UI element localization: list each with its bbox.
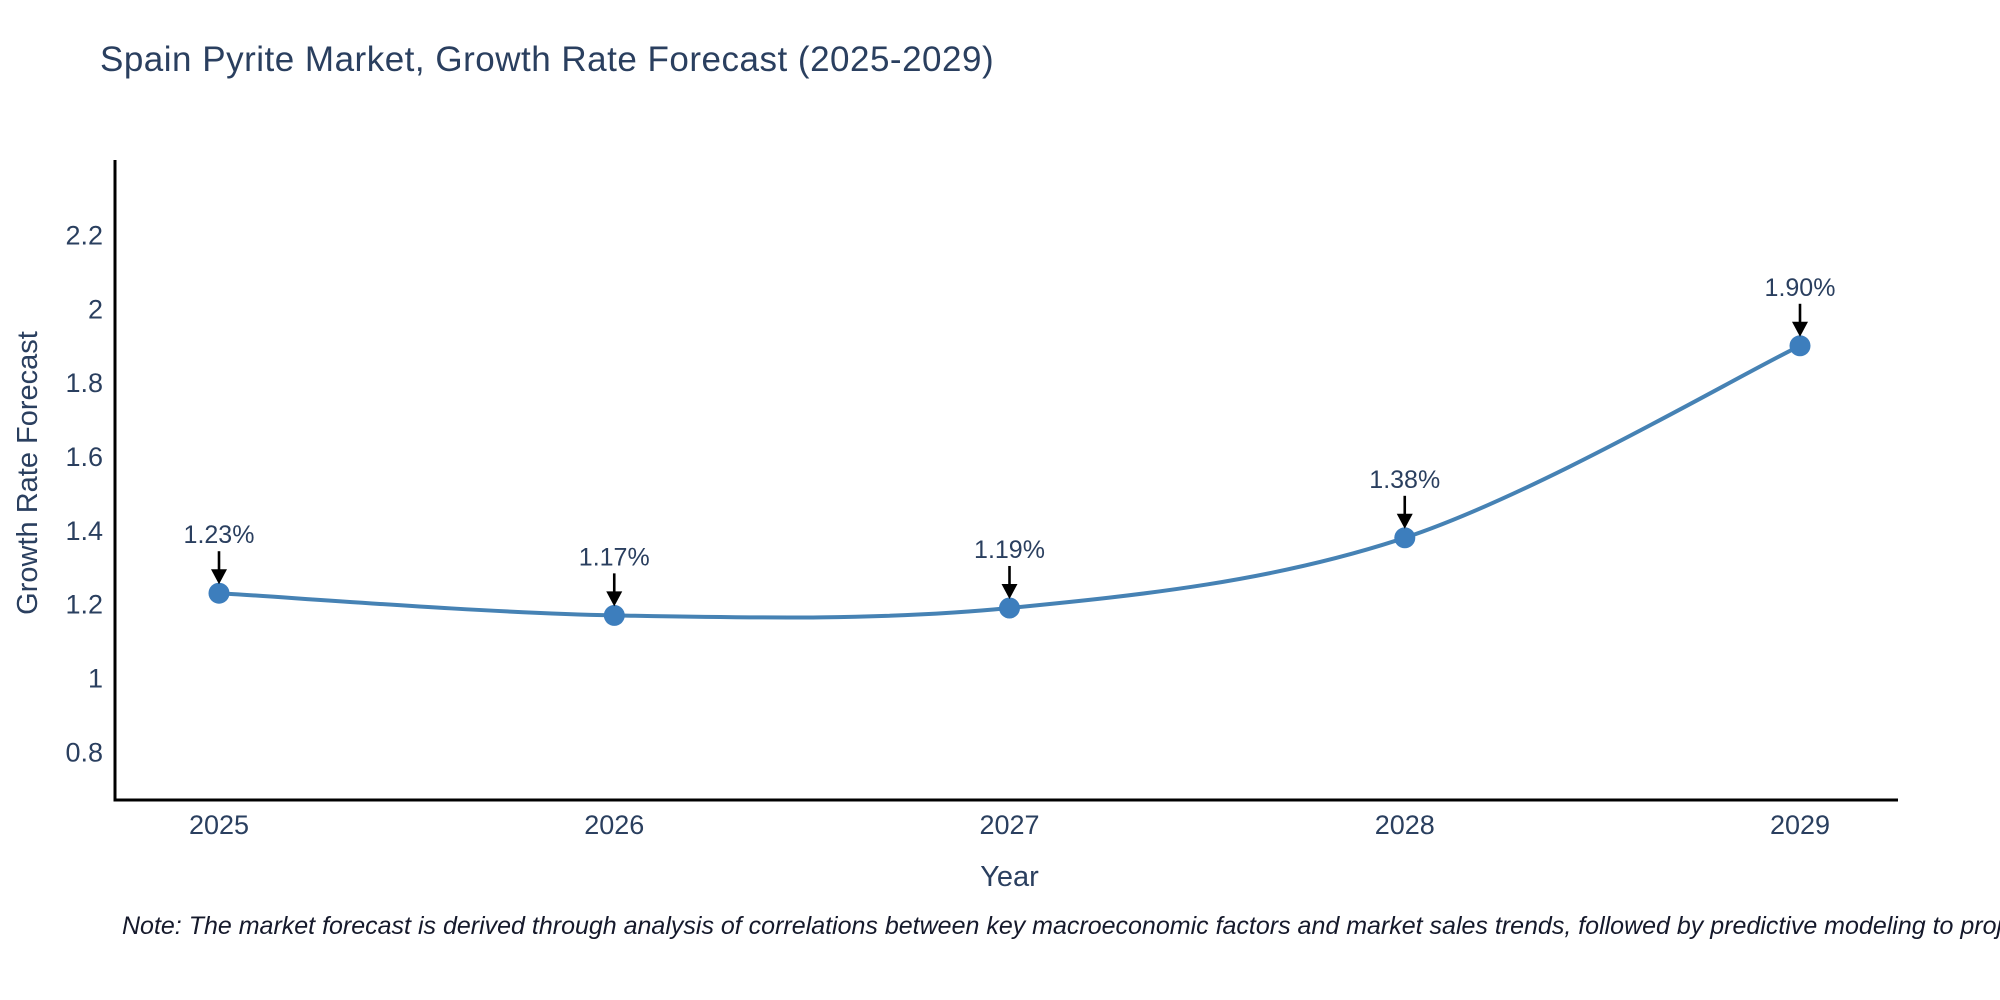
y-tick-label: 1.2: [65, 590, 103, 620]
y-tick-label: 2: [88, 294, 103, 324]
x-tick-label: 2027: [979, 810, 1039, 840]
x-tick-label: 2025: [189, 810, 249, 840]
annotation-arrowhead: [606, 591, 623, 607]
line-series: [208, 335, 1811, 626]
y-tick-label: 1.8: [65, 368, 103, 398]
annotation-arrowhead: [1792, 321, 1808, 337]
tick-labels: 2.2 2 1.8 1.6 1.4 1.2 1 0.8 2025 2026 2027 2028 2029: [65, 220, 1830, 840]
footnote: Note: The market forecast is derived thr…: [122, 912, 2000, 940]
annotations: 1.23% 1.17% 1.19% 1.38% 1.90%: [184, 274, 1836, 607]
y-tick-label: 1.6: [65, 442, 103, 472]
y-axis-title: Growth Rate Forecast: [12, 331, 44, 615]
axes: [113, 160, 1898, 802]
y-tick-label: 1: [88, 664, 103, 694]
y-tick-label: 0.8: [65, 737, 103, 767]
x-tick-label: 2026: [584, 810, 644, 840]
annotation-label: 1.23%: [184, 521, 255, 549]
y-tick-label: 1.4: [65, 516, 103, 546]
annotation-label: 1.38%: [1369, 466, 1440, 494]
axis-titles: Year Growth Rate Forecast: [12, 331, 1039, 893]
annotation-arrowhead: [1396, 513, 1413, 529]
data-point-marker: [603, 604, 625, 626]
x-axis-title: Year: [980, 861, 1039, 893]
data-point-marker: [999, 597, 1020, 619]
annotation-label: 1.19%: [974, 536, 1045, 564]
y-tick-label: 2.2: [65, 220, 103, 250]
annotation-label: 1.17%: [579, 543, 650, 571]
x-tick-label: 2029: [1770, 810, 1830, 840]
data-point-marker: [208, 582, 230, 604]
annotation-arrowhead: [211, 569, 227, 585]
x-tick-label: 2028: [1375, 810, 1435, 840]
data-point-marker: [1789, 335, 1811, 357]
data-point-marker: [1394, 527, 1416, 549]
chart-title: Spain Pyrite Market, Growth Rate Forecas…: [100, 40, 995, 79]
annotation-arrowhead: [1001, 583, 1018, 599]
annotation-label: 1.90%: [1765, 274, 1836, 302]
